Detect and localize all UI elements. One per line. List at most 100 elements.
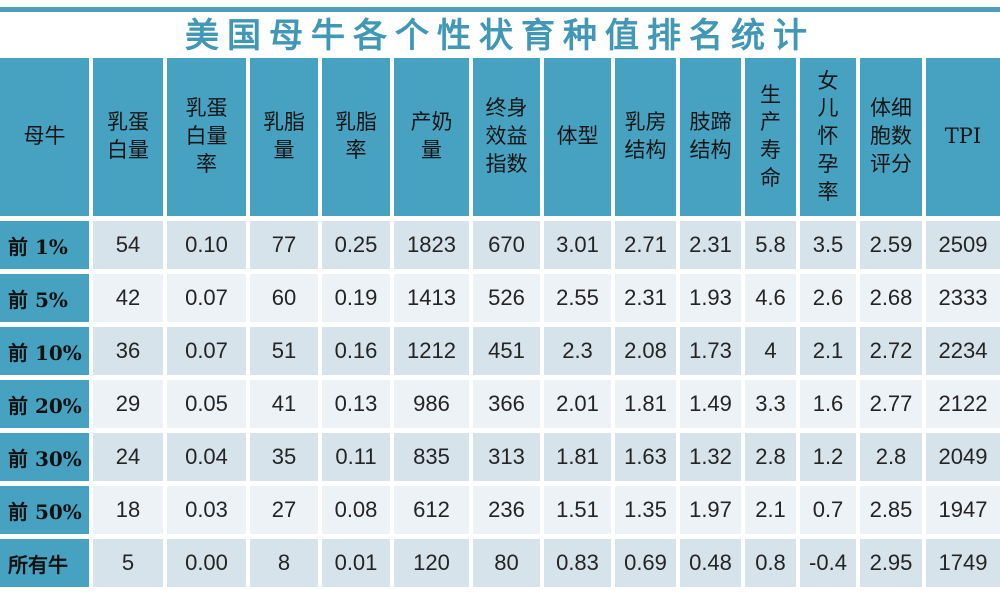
data-cell: 1.49 (680, 380, 741, 428)
data-cell: 1.2 (800, 433, 856, 481)
data-cell: 5 (93, 539, 163, 587)
data-cell: 1.51 (544, 486, 611, 534)
row-label: 前 1% (0, 221, 89, 269)
data-cell: 0.07 (167, 274, 246, 322)
row-label: 前 50% (0, 486, 89, 534)
data-cell: 0.11 (322, 433, 390, 481)
data-cell: 3.5 (800, 221, 856, 269)
data-cell: 1823 (394, 221, 469, 269)
data-cell: 1.93 (680, 274, 741, 322)
data-cell: 36 (93, 327, 163, 375)
data-cell: 236 (473, 486, 540, 534)
data-cell: 2.68 (860, 274, 922, 322)
ranking-table: 母牛 乳蛋 白量 乳蛋 白量率乳脂量乳脂率产奶量终身 效益 指数 体型 乳房 结构 肢蹄 结构生产寿命… (0, 58, 1000, 587)
row-label: 所有牛 (0, 539, 89, 587)
data-cell: 0.03 (167, 486, 246, 534)
data-cell: 2.77 (860, 380, 922, 428)
data-cell: 2.59 (860, 221, 922, 269)
data-cell: 120 (394, 539, 469, 587)
data-cell: 2.72 (860, 327, 922, 375)
header-cell: 体型 (544, 58, 611, 216)
data-cell: 2.95 (860, 539, 922, 587)
data-cell: 0.13 (322, 380, 390, 428)
data-cell: 42 (93, 274, 163, 322)
header-cell: 肢蹄 结构 (680, 58, 741, 216)
data-cell: 526 (473, 274, 540, 322)
data-cell: 24 (93, 433, 163, 481)
data-cell: 2.85 (860, 486, 922, 534)
data-cell: 41 (250, 380, 318, 428)
data-cell: 0.05 (167, 380, 246, 428)
data-cell: 0.25 (322, 221, 390, 269)
data-cell: 27 (250, 486, 318, 534)
data-cell: 1947 (926, 486, 1000, 534)
data-cell: 60 (250, 274, 318, 322)
data-cell: 51 (250, 327, 318, 375)
data-cell: 8 (250, 539, 318, 587)
data-cell: 2.31 (615, 274, 676, 322)
data-cell: 1.81 (615, 380, 676, 428)
row-label: 前 5% (0, 274, 89, 322)
data-cell: 4 (745, 327, 796, 375)
data-cell: 35 (250, 433, 318, 481)
header-cell: 产奶量 (394, 58, 469, 216)
data-cell: 1413 (394, 274, 469, 322)
data-cell: 0.7 (800, 486, 856, 534)
data-cell: 3.01 (544, 221, 611, 269)
header-cell: 体细 胞数 评分 (860, 58, 922, 216)
data-cell: 54 (93, 221, 163, 269)
data-cell: 451 (473, 327, 540, 375)
header-cell: 终身 效益 指数 (473, 58, 540, 216)
data-cell: 2049 (926, 433, 1000, 481)
data-cell: 0.00 (167, 539, 246, 587)
data-cell: 0.04 (167, 433, 246, 481)
row-label: 前 30% (0, 433, 89, 481)
data-cell: 0.48 (680, 539, 741, 587)
data-cell: 2234 (926, 327, 1000, 375)
header-cell: TPI (926, 58, 1000, 216)
data-cell: 2122 (926, 380, 1000, 428)
data-cell: 2.8 (745, 433, 796, 481)
header-cell: 乳脂量 (250, 58, 318, 216)
data-cell: 986 (394, 380, 469, 428)
data-cell: 0.01 (322, 539, 390, 587)
header-cell: 乳蛋 白量率 (167, 58, 246, 216)
data-cell: 612 (394, 486, 469, 534)
data-cell: 1212 (394, 327, 469, 375)
data-cell: 2.31 (680, 221, 741, 269)
data-cell: 3.3 (745, 380, 796, 428)
data-cell: 313 (473, 433, 540, 481)
data-cell: -0.4 (800, 539, 856, 587)
data-cell: 18 (93, 486, 163, 534)
data-cell: 1.81 (544, 433, 611, 481)
data-cell: 2.55 (544, 274, 611, 322)
data-cell: 0.10 (167, 221, 246, 269)
data-cell: 80 (473, 539, 540, 587)
header-cell: 生产寿命 (745, 58, 796, 216)
header-cell: 乳脂率 (322, 58, 390, 216)
row-label: 前 20% (0, 380, 89, 428)
data-cell: 2.1 (745, 486, 796, 534)
data-cell: 2.71 (615, 221, 676, 269)
data-cell: 2.3 (544, 327, 611, 375)
page-title: 美国母牛各个性状育种值排名统计 (185, 16, 815, 55)
top-accent-bar (0, 7, 1000, 12)
data-cell: 0.19 (322, 274, 390, 322)
data-cell: 670 (473, 221, 540, 269)
data-cell: 1.97 (680, 486, 741, 534)
data-cell: 2.1 (800, 327, 856, 375)
data-cell: 77 (250, 221, 318, 269)
data-cell: 4.6 (745, 274, 796, 322)
header-cell: 乳房 结构 (615, 58, 676, 216)
data-cell: 0.16 (322, 327, 390, 375)
header-cell: 母牛 (0, 58, 89, 216)
data-cell: 0.08 (322, 486, 390, 534)
header-cell: 女儿怀孕率 (800, 58, 856, 216)
data-cell: 0.83 (544, 539, 611, 587)
data-cell: 1749 (926, 539, 1000, 587)
data-cell: 835 (394, 433, 469, 481)
data-cell: 2509 (926, 221, 1000, 269)
data-cell: 1.73 (680, 327, 741, 375)
row-label: 前 10% (0, 327, 89, 375)
data-cell: 2.08 (615, 327, 676, 375)
